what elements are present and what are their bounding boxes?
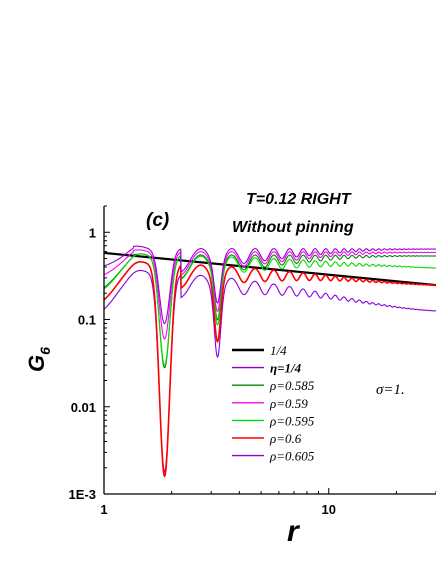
legend-label: ρ=0.59 xyxy=(269,396,308,411)
y-tick-label: 0.1 xyxy=(78,313,96,328)
legend-label: ρ=0.585 xyxy=(269,378,315,393)
legend-label: ρ=0.6 xyxy=(269,431,302,446)
legend-label: 1/4 xyxy=(270,343,287,358)
panel-label: (c) xyxy=(146,210,169,231)
y-tick-label: 1 xyxy=(89,225,96,240)
legend-label: η=1/4 xyxy=(270,361,302,376)
series-line-0 xyxy=(104,251,436,287)
series-line-4 xyxy=(104,253,436,366)
y-tick-label: 0.01 xyxy=(71,400,96,415)
y-axis-label: G6 xyxy=(24,347,53,372)
sigma-annotation: σ=1. xyxy=(376,382,405,398)
y-axis-label-subscript: 6 xyxy=(37,347,53,355)
y-tick-label: 1E-3 xyxy=(69,487,96,502)
plot-area xyxy=(104,245,436,478)
chart-title-line2: Without pinning xyxy=(232,219,354,236)
x-tick-label: 10 xyxy=(322,502,336,517)
series-line-5 xyxy=(104,261,436,478)
axis-ticks: 1E-3 0.01 0.1 1 1 10 xyxy=(69,205,436,517)
x-axis-label: r xyxy=(287,515,301,548)
y-axis-label-group: G6 xyxy=(24,347,53,372)
legend-label: ρ=0.605 xyxy=(269,449,315,464)
series-line-6 xyxy=(104,245,436,325)
legend: 1/4 η=1/4 ρ=0.585 ρ=0.59 ρ=0.595 ρ=0.6 ρ=0.605 xyxy=(232,343,315,464)
x-tick-label: 1 xyxy=(100,502,107,517)
legend-label: ρ=0.595 xyxy=(269,413,315,428)
y-axis-label-main: G xyxy=(24,355,49,372)
series-line-3 xyxy=(104,249,436,340)
chart-title-line1: T=0.12 RIGHT xyxy=(246,191,352,208)
